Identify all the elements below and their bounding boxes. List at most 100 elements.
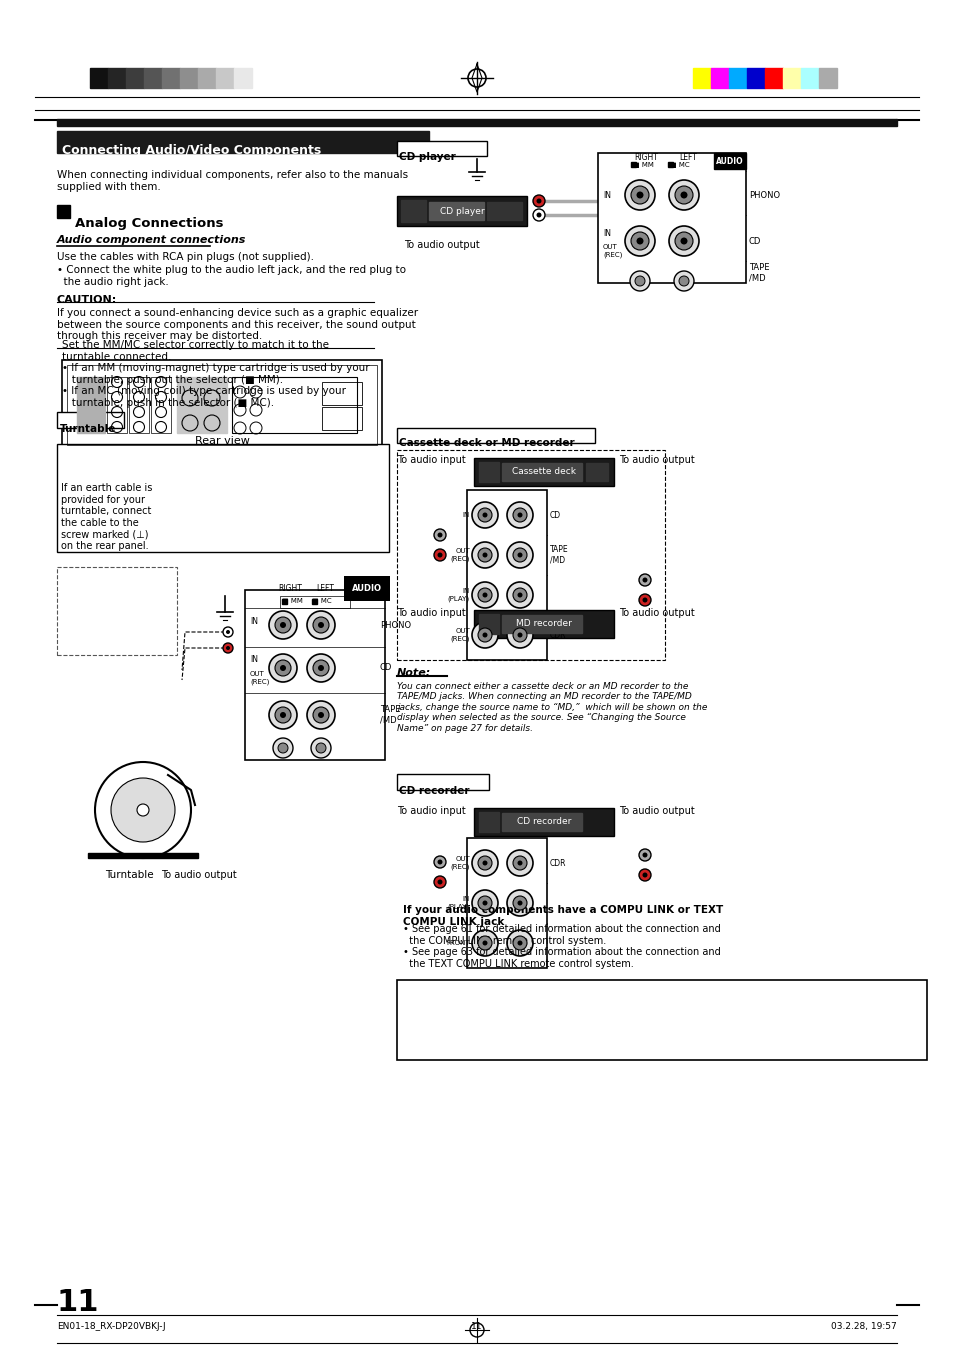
- Circle shape: [506, 542, 533, 568]
- Circle shape: [472, 890, 497, 917]
- Text: OUT
(REC): OUT (REC): [450, 856, 470, 869]
- Text: If an earth cable is
provided for your
turntable, connect
the cable to the
screw: If an earth cable is provided for your t…: [61, 483, 152, 552]
- Circle shape: [434, 856, 446, 868]
- Text: LEFT: LEFT: [315, 584, 334, 594]
- Text: To audio output: To audio output: [618, 806, 694, 817]
- Circle shape: [437, 860, 442, 864]
- Circle shape: [280, 713, 286, 718]
- Circle shape: [269, 654, 296, 681]
- Circle shape: [223, 627, 233, 637]
- Circle shape: [137, 804, 149, 817]
- Bar: [151, 377, 171, 433]
- Bar: [818, 68, 836, 88]
- Circle shape: [273, 738, 293, 758]
- Text: CD player: CD player: [398, 151, 456, 162]
- Text: 11: 11: [471, 1322, 482, 1330]
- Text: Cassette deck: Cassette deck: [512, 468, 576, 476]
- Circle shape: [472, 542, 497, 568]
- Bar: [88, 853, 198, 859]
- Text: IN: IN: [602, 191, 610, 200]
- Circle shape: [313, 707, 329, 723]
- Bar: [396, 196, 526, 226]
- Bar: [280, 596, 350, 608]
- Bar: [474, 458, 614, 485]
- Text: IN: IN: [250, 656, 257, 664]
- Circle shape: [673, 270, 693, 291]
- Bar: [245, 589, 385, 760]
- Circle shape: [506, 581, 533, 608]
- Text: Set the MM/MC selector correctly to match it to the
turntable connected.
• If an: Set the MM/MC selector correctly to matc…: [62, 339, 369, 408]
- Bar: [474, 808, 614, 836]
- Circle shape: [506, 890, 533, 917]
- Bar: [630, 162, 636, 168]
- Text: Note:: Note:: [396, 668, 431, 677]
- Circle shape: [668, 226, 699, 256]
- Text: ■ MM: ■ MM: [633, 162, 653, 168]
- Bar: [400, 200, 426, 222]
- Circle shape: [482, 592, 487, 598]
- Bar: [322, 383, 361, 406]
- Bar: [501, 462, 581, 481]
- Circle shape: [506, 502, 533, 529]
- Text: Cassette deck or MD recorder: Cassette deck or MD recorder: [398, 438, 574, 448]
- Circle shape: [269, 700, 296, 729]
- Circle shape: [274, 617, 291, 633]
- Circle shape: [280, 665, 286, 671]
- Text: To audio output: To audio output: [618, 608, 694, 618]
- Circle shape: [517, 900, 522, 906]
- Circle shape: [668, 180, 699, 210]
- Text: CD: CD: [379, 664, 392, 672]
- Bar: [728, 68, 746, 88]
- Text: When connecting individual components, refer also to the manuals
supplied with t: When connecting individual components, r…: [57, 170, 408, 192]
- Text: • Connect the white plug to the audio left jack, and the red plug to
  the audio: • Connect the white plug to the audio le…: [57, 265, 406, 287]
- Circle shape: [477, 627, 492, 642]
- Circle shape: [641, 872, 647, 877]
- Text: OUT
(REC): OUT (REC): [450, 629, 470, 642]
- Text: IN
(PLAY): IN (PLAY): [447, 896, 470, 910]
- Bar: [396, 450, 664, 660]
- Bar: [312, 599, 316, 604]
- Text: MD recorder: MD recorder: [516, 619, 572, 629]
- Text: To audio input: To audio input: [396, 608, 465, 618]
- Bar: [710, 68, 728, 88]
- Circle shape: [513, 896, 526, 910]
- Circle shape: [482, 553, 487, 557]
- Circle shape: [482, 633, 487, 638]
- Circle shape: [533, 210, 544, 220]
- Text: • See page 61 for detailed information about the connection and
  the COMPU LINK: • See page 61 for detailed information a…: [402, 923, 720, 969]
- Bar: [467, 838, 546, 968]
- Circle shape: [517, 592, 522, 598]
- Circle shape: [675, 233, 692, 250]
- Bar: [692, 68, 710, 88]
- Text: ■ MM: ■ MM: [282, 598, 302, 604]
- Circle shape: [477, 548, 492, 562]
- Circle shape: [513, 856, 526, 869]
- Circle shape: [482, 900, 487, 906]
- Circle shape: [472, 930, 497, 956]
- Bar: [396, 773, 489, 790]
- Bar: [144, 68, 162, 88]
- Circle shape: [517, 633, 522, 638]
- Bar: [486, 201, 521, 220]
- Circle shape: [636, 238, 643, 245]
- Text: OUT
(REC): OUT (REC): [250, 671, 269, 684]
- Text: RIGHT: RIGHT: [277, 584, 301, 594]
- Text: FRONT: FRONT: [446, 940, 470, 946]
- Text: PHONO: PHONO: [748, 191, 780, 200]
- Text: CAUTION:: CAUTION:: [57, 295, 117, 306]
- Bar: [57, 119, 896, 126]
- Bar: [233, 68, 252, 88]
- Bar: [501, 615, 581, 633]
- Bar: [90, 68, 108, 88]
- Bar: [501, 813, 581, 831]
- Circle shape: [506, 850, 533, 876]
- Bar: [57, 206, 70, 218]
- Circle shape: [313, 660, 329, 676]
- Circle shape: [111, 777, 174, 842]
- Bar: [232, 377, 356, 433]
- Text: LEFT: LEFT: [679, 154, 697, 162]
- Text: OUT
(REC): OUT (REC): [602, 245, 621, 258]
- Circle shape: [513, 627, 526, 642]
- Circle shape: [434, 876, 446, 888]
- Bar: [62, 360, 381, 450]
